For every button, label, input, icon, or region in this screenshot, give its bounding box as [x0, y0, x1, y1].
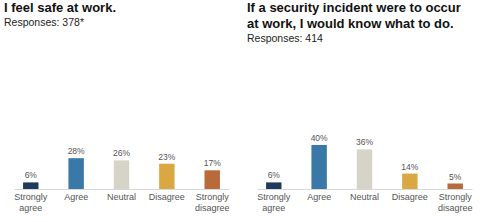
bar: [23, 182, 38, 189]
tick: Stronglyagree: [14, 189, 48, 213]
data-label: 40%: [311, 133, 328, 143]
bar: [68, 158, 83, 189]
tick: Stronglydisagree: [195, 189, 230, 213]
tick: Disagree: [149, 189, 185, 202]
bar: [159, 164, 174, 189]
tick-label: Disagree: [392, 192, 428, 202]
tick-label: Agree: [64, 192, 88, 202]
x-axis: Stronglyagree Agree Neutral Disagree Strongl…: [14, 189, 229, 213]
tick: Neutral: [350, 189, 379, 202]
tick: Stronglyagree: [257, 189, 291, 213]
axis-line: [15, 189, 230, 190]
tick-label: Stronglyagree: [257, 192, 291, 212]
panel: I feel safe at work.Responses: 378* 6% 28%…: [4, 0, 230, 213]
data-label: 17%: [204, 158, 221, 168]
subtitle: Responses: 414: [247, 32, 323, 44]
tick: Agree: [307, 189, 331, 202]
tick-label: Stronglyagree: [14, 192, 48, 212]
data-label: 26%: [113, 148, 130, 158]
tick-label: Agree: [307, 192, 331, 202]
bar: [402, 174, 417, 189]
tick: Agree: [64, 189, 88, 202]
title: If a security incident were to occurat w…: [247, 0, 461, 31]
axis-line: [258, 189, 473, 190]
panel: If a security incident were to occurat w…: [247, 0, 473, 213]
data-label: 36%: [356, 137, 373, 147]
data-label: 14%: [401, 162, 418, 172]
data-label: 6%: [268, 170, 281, 180]
x-axis: Stronglyagree Agree Neutral Disagree Strongl…: [257, 189, 472, 213]
bar: [205, 170, 220, 189]
data-label: 5%: [449, 172, 462, 182]
bar: [266, 182, 281, 189]
tick: Neutral: [107, 189, 136, 202]
data-label: 23%: [158, 152, 175, 162]
tick-label: Neutral: [107, 192, 136, 202]
tick-label: Neutral: [350, 192, 379, 202]
subtitle: Responses: 378*: [4, 16, 84, 28]
data-label: 6%: [25, 170, 38, 180]
tick: Stronglydisagree: [438, 189, 473, 213]
title: I feel safe at work.: [4, 0, 116, 15]
data-label: 28%: [68, 146, 85, 156]
tick: Disagree: [392, 189, 428, 202]
tick-label: Stronglydisagree: [195, 192, 230, 212]
tick-label: Stronglydisagree: [438, 192, 473, 212]
bar: [311, 145, 326, 189]
tick-label: Disagree: [149, 192, 185, 202]
chart-root: I feel safe at work.Responses: 378* 6% 28%…: [0, 0, 480, 222]
bar: [357, 149, 372, 189]
bars: [266, 145, 463, 189]
bars: [23, 158, 220, 189]
bar: [114, 160, 129, 189]
bar: [448, 184, 463, 190]
